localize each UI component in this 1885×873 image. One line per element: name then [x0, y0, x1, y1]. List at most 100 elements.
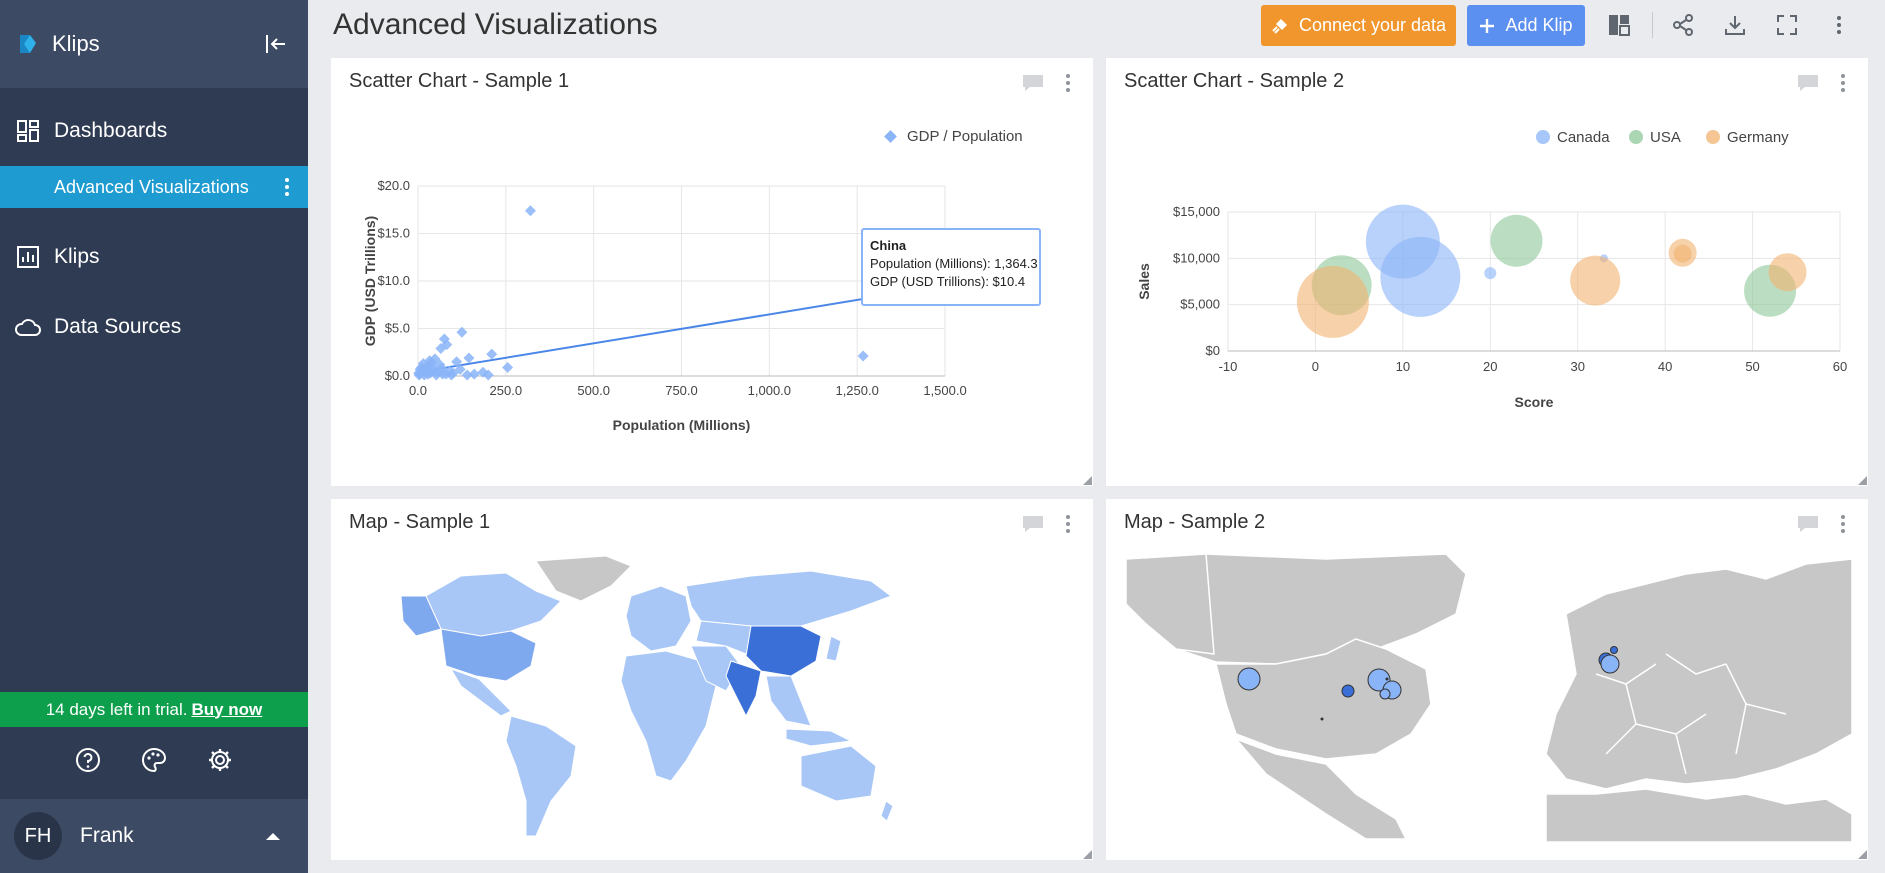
panel-title: Map - Sample 1 — [349, 511, 491, 533]
comment-icon[interactable] — [1797, 74, 1819, 92]
map-region-europe — [625, 585, 692, 652]
x-tick-label: 0 — [1312, 359, 1319, 374]
map-region-china — [745, 625, 822, 677]
palette-icon[interactable] — [139, 745, 169, 775]
y-axis-title: GDP (USD Trillions) — [362, 216, 378, 346]
nav-dashboards[interactable]: Dashboards — [0, 102, 308, 160]
collapse-sidebar-icon[interactable] — [262, 30, 290, 58]
bubble-chicago — [1341, 684, 1355, 698]
user-name: Frank — [80, 824, 134, 847]
layout-icon[interactable] — [1604, 10, 1634, 40]
trendline — [417, 292, 898, 374]
comment-icon[interactable] — [1022, 515, 1044, 533]
map-region-africa — [620, 650, 717, 782]
dashboard-menu-icon[interactable] — [284, 178, 290, 196]
x-tick-label: -10 — [1219, 359, 1238, 374]
add-klip-button[interactable]: Add Klip — [1467, 5, 1585, 46]
tooltip-box — [861, 228, 1041, 306]
scatter-chart-2[interactable]: $0 $5,000 $10,000 $15,000 -10 0 10 20 30 40 50 60 Sc… — [1106, 86, 1868, 486]
comment-icon[interactable] — [1797, 515, 1819, 533]
add-klip-label: Add Klip — [1505, 15, 1573, 35]
scatter-chart-1[interactable]: $0.0 $5.0 $10.0 $15.0 $20.0 0.0 250.0 500.0 750.… — [331, 86, 1093, 486]
data-point — [857, 350, 869, 362]
legend-marker — [884, 130, 897, 143]
bubble-seattle — [1237, 667, 1261, 691]
y-tick-label: $20.0 — [377, 178, 410, 193]
page-title: Advanced Visualizations — [333, 8, 658, 41]
bubble-germany — [1296, 265, 1369, 338]
nav-klips[interactable]: Klips — [0, 228, 308, 286]
legend-label: GDP / Population — [907, 128, 1023, 145]
data-point — [524, 205, 536, 217]
x-tick-label: 1,000.0 — [748, 383, 791, 398]
map-2-panel: Map - Sample 2 — [1106, 499, 1868, 860]
data-point — [430, 369, 442, 381]
data-point — [468, 368, 480, 380]
x-tick-label: 60 — [1833, 359, 1847, 374]
map-region-australia — [800, 745, 877, 802]
trial-banner: 14 days left in trial. Buy now — [0, 692, 308, 727]
y-tick-label: $15.0 — [377, 226, 410, 241]
legend-label: Germany — [1727, 129, 1789, 146]
settings-gear-icon[interactable] — [205, 745, 235, 775]
legend-marker — [1706, 130, 1720, 144]
help-icon[interactable] — [73, 745, 103, 775]
data-point — [502, 361, 514, 373]
tooltip-line-1: Population (Millions): 1,364.3 — [870, 256, 1038, 271]
buy-now-link[interactable]: Buy now — [191, 699, 263, 719]
resize-handle[interactable] — [1083, 850, 1092, 859]
tooltip: China Population (Millions): 1,364.3 GDP (… — [861, 228, 1041, 306]
world-choropleth-map[interactable] — [331, 551, 1093, 851]
y-tick-label: $0.0 — [385, 368, 410, 383]
bubble-berlin — [1610, 646, 1618, 654]
y-tick-label: $0 — [1206, 343, 1220, 358]
legend-marker — [1629, 130, 1643, 144]
share-icon[interactable] — [1668, 10, 1698, 40]
data-point — [418, 369, 430, 381]
x-axis-title: Score — [1515, 394, 1554, 410]
resize-handle[interactable] — [1858, 476, 1867, 485]
legend-label: USA — [1650, 129, 1681, 146]
bubble-canada — [1380, 236, 1461, 317]
map-region-alaska — [1126, 554, 1215, 655]
bubble-usa — [1490, 214, 1543, 267]
more-options-icon[interactable] — [1824, 10, 1854, 40]
bubble-map[interactable] — [1126, 554, 1852, 842]
map-region-alaska — [400, 595, 442, 637]
sidebar-item-advanced-visualizations[interactable]: Advanced Visualizations — [0, 166, 308, 208]
plug-icon — [1272, 18, 1287, 34]
panel-menu-icon[interactable] — [1839, 74, 1847, 94]
fullscreen-icon[interactable] — [1772, 10, 1802, 40]
user-menu[interactable]: FH Frank — [0, 799, 308, 873]
legend-marker — [1536, 130, 1550, 144]
connect-data-button[interactable]: Connect your data — [1261, 5, 1456, 46]
tooltip-line-2: GDP (USD Trillions): $10.4 — [870, 274, 1025, 289]
nav-klips-label: Klips — [54, 245, 100, 268]
y-tick-label: $5,000 — [1180, 297, 1220, 312]
y-tick-label: $10.0 — [377, 273, 410, 288]
nav-data-sources[interactable]: Data Sources — [0, 298, 308, 356]
panel-menu-icon[interactable] — [1839, 515, 1847, 535]
toolbar-divider — [1652, 12, 1653, 38]
panel-menu-icon[interactable] — [1064, 515, 1072, 535]
data-point — [461, 369, 473, 381]
x-tick-label: 250.0 — [490, 383, 523, 398]
resize-handle[interactable] — [1858, 850, 1867, 859]
panel-title: Scatter Chart - Sample 1 — [349, 70, 570, 92]
scatter1-plot: $0.0 $5.0 $10.0 $15.0 $20.0 0.0 250.0 500.0 750.… — [362, 128, 1041, 433]
map-region-new-zealand — [880, 800, 894, 822]
bubble-dot-1 — [1385, 677, 1389, 681]
dashboards-icon — [14, 117, 42, 145]
download-icon[interactable] — [1720, 10, 1750, 40]
klips-logo-icon — [20, 35, 36, 53]
sidebar: Klips Dashboards Advanced Visualizations… — [0, 0, 308, 873]
data-point — [456, 326, 468, 338]
panel-menu-icon[interactable] — [1064, 74, 1072, 94]
bubble-dot-2 — [1320, 717, 1324, 721]
x-tick-label: 30 — [1570, 359, 1584, 374]
comment-icon[interactable] — [1022, 74, 1044, 92]
resize-handle[interactable] — [1083, 476, 1092, 485]
connect-data-label: Connect your data — [1298, 15, 1447, 35]
x-tick-label: 40 — [1658, 359, 1672, 374]
map-region-greenland — [535, 555, 632, 602]
